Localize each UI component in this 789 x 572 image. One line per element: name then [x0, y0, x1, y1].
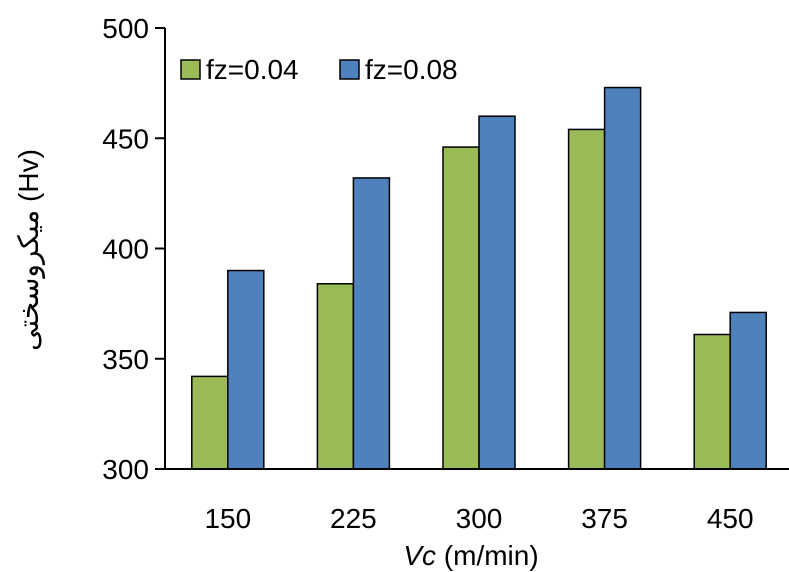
- legend-label: fz=0.08: [365, 54, 458, 85]
- y-axis-title: میکروسختی (Hv): [13, 149, 45, 351]
- y-tick-label: 300: [102, 454, 149, 485]
- legend-swatch: [339, 59, 360, 80]
- bar-fz-0-04-375: [567, 128, 606, 470]
- y-tick-label: 350: [102, 344, 149, 375]
- legend-label: fz=0.04: [206, 54, 299, 85]
- legend-swatch: [180, 59, 201, 80]
- bars-group: [191, 86, 767, 470]
- bar-fz-0-08-375: [603, 86, 642, 470]
- y-tick-label: 450: [102, 123, 149, 154]
- x-axis-title: Vc (m/min): [403, 540, 538, 571]
- x-axis-title-unit: (m/min): [436, 540, 539, 571]
- bar-fz-0-04-300: [442, 146, 480, 470]
- y-ticks-group: 300 350 400 450 500: [102, 13, 165, 485]
- bar-fz-0-08-150: [227, 269, 265, 470]
- y-tick-label: 500: [102, 13, 149, 44]
- bar-fz-0-04-450: [693, 333, 731, 470]
- y-tick-label: 400: [102, 234, 149, 265]
- legend: fz=0.04 fz=0.08: [180, 54, 458, 85]
- x-tick-label: 225: [330, 503, 377, 534]
- bar-fz-0-04-225: [316, 283, 355, 470]
- bar-fz-0-08-450: [729, 311, 767, 470]
- bar-fz-0-04-150: [191, 375, 229, 470]
- bar-fz-0-08-225: [352, 177, 391, 470]
- x-axis-title-italic: Vc: [403, 540, 436, 571]
- x-tick-label: 300: [456, 503, 503, 534]
- x-tick-label: 450: [707, 503, 754, 534]
- bar-fz-0-08-300: [478, 115, 516, 470]
- x-tick-label: 375: [581, 503, 628, 534]
- x-tick-label: 150: [204, 503, 251, 534]
- x-ticks-group: 150 225 300 375 450: [204, 503, 753, 534]
